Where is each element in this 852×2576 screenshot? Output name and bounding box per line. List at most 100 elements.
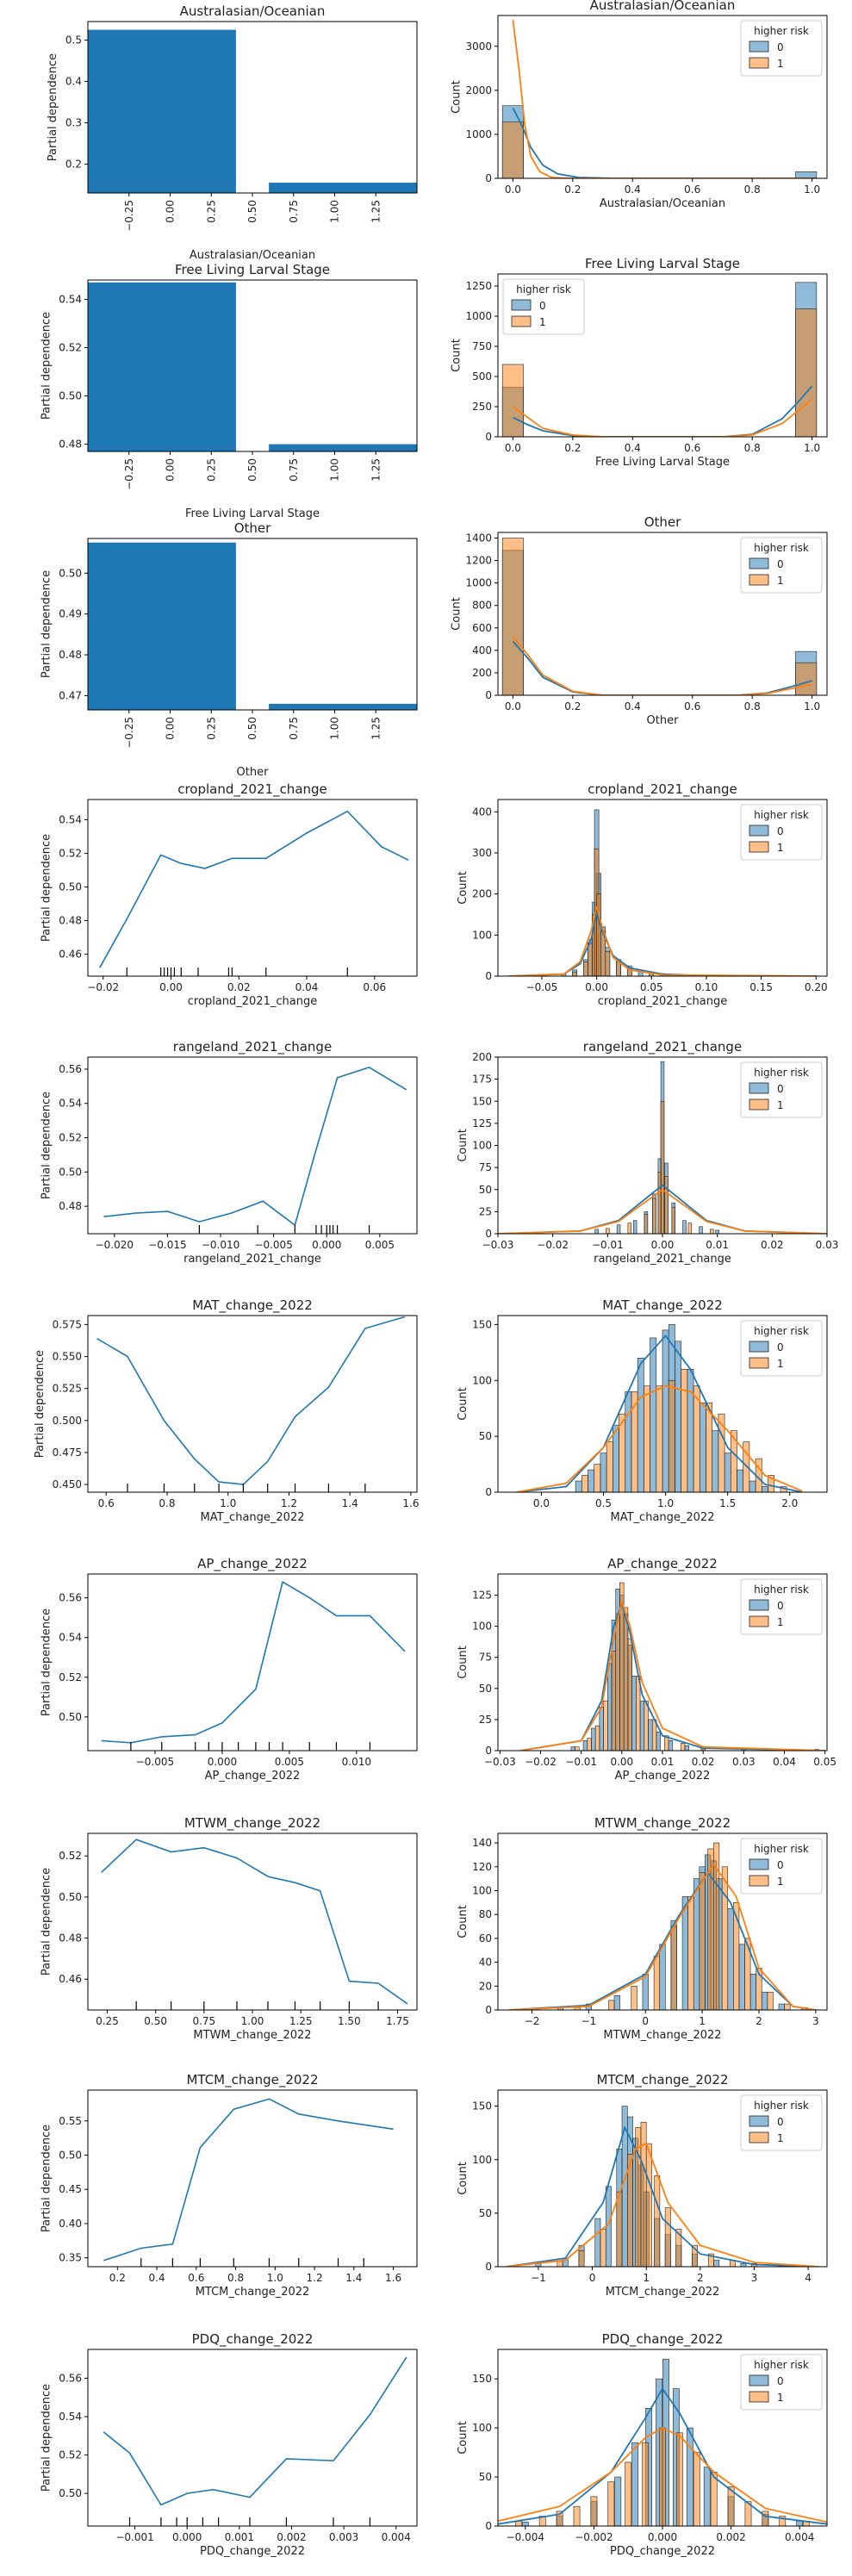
hist-bar-class-1-5: [670, 1926, 677, 2010]
x-tick-label: 1.00: [329, 717, 341, 740]
y-tick-label: 0.49: [59, 608, 82, 620]
x-tick-label: 0.02: [761, 1239, 784, 1251]
y-axis-label: Count: [457, 1646, 470, 1679]
y-tick-label: 150: [472, 2100, 492, 2112]
x-tick-label: 1: [699, 2015, 706, 2027]
hist-bar-class-0-13: [648, 1719, 653, 1751]
x-tick-label: −0.01: [565, 1756, 597, 1768]
hist-bar-class-1-2: [587, 1738, 592, 1751]
y-axis-label: Count: [457, 2421, 470, 2455]
chart-title: Free Living Larval Stage: [175, 262, 330, 277]
hist-bar-class-0-12: [639, 1700, 645, 1751]
y-tick-label: 1200: [465, 555, 492, 567]
y-tick-label: 0.35: [59, 2252, 82, 2264]
panel-2: 0.0 0.2 0.4 0.6 0.8 1.0 0 1000 2000 3000 Australas…: [451, 0, 828, 210]
hist-bar-class-1-4: [573, 2505, 581, 2526]
x-tick-label: 1.25: [370, 717, 382, 740]
y-tick-label: 300: [472, 847, 492, 859]
hist-bar-class-1-9: [654, 2175, 661, 2267]
x-tick-label: 0.00: [165, 717, 177, 740]
x-tick-label: 0.25: [96, 2015, 119, 2027]
x-tick-label: 0.4: [149, 2272, 165, 2284]
panel-7: −0.02 0.00 0.02 0.04 0.06 0.46 0.48 0.50 0.52 0.5…: [40, 781, 418, 1008]
x-tick-label: 0.0: [505, 442, 521, 454]
y-tick-label: 0.500: [53, 1415, 82, 1427]
y-tick-label: 0.5: [65, 34, 82, 47]
hist-bar-class-0-12: [715, 1229, 719, 1234]
hist-bar-class-1-1: [581, 1475, 588, 1492]
legend-label-1: 1: [777, 2132, 784, 2144]
x-tick-label: 0.03: [816, 1239, 839, 1251]
x-tick-label: 0.0: [505, 700, 521, 712]
x-tick-label: 1.25: [289, 2015, 313, 2027]
legend-label-0: 0: [777, 825, 784, 837]
y-tick-label: 175: [472, 1073, 492, 1086]
panel-20: −0.004 −0.002 0.000 0.002 0.004 0 50 100 150 PDQ_…: [457, 2331, 828, 2558]
legend-label-1: 1: [777, 1099, 784, 1111]
kde-class-1: [512, 636, 812, 695]
pd-bar-2: [269, 703, 417, 710]
kde-class-1: [519, 1598, 825, 1751]
x-axis-label: Other: [647, 714, 680, 727]
legend-label-1: 1: [777, 2392, 784, 2404]
y-axis-label: Partial dependence: [40, 312, 53, 420]
x-tick-label: 1.4: [345, 2272, 362, 2284]
hist-bar-class-0-6: [637, 1358, 644, 1492]
x-tick-label: 0.010: [342, 1756, 371, 1768]
x-tick-label: 0.6: [684, 184, 700, 196]
x-tick-label: 2.0: [781, 1497, 798, 1509]
hist-bar-class-0-14: [656, 1732, 661, 1751]
chart-title: MTCM_change_2022: [186, 2072, 318, 2088]
x-tick-label: −0.004: [507, 2531, 544, 2543]
y-tick-label: 1400: [465, 532, 492, 544]
y-tick-label: 100: [472, 2422, 492, 2434]
y-tick-label: 0.4: [65, 76, 82, 88]
x-tick-label: 0.25: [205, 200, 217, 223]
x-tick-label: 0.8: [744, 184, 761, 196]
x-tick-label: 3: [812, 2015, 819, 2027]
x-tick-label: 1.5: [719, 1497, 736, 1509]
plot-area: [516, 1324, 803, 1492]
pd-line: [103, 1067, 407, 1227]
x-tick-label: −0.005: [136, 1756, 174, 1768]
axes-frame: [497, 1832, 828, 2011]
hist-bar-class-1-5: [631, 1391, 638, 1492]
y-tick-label: 0.55: [59, 2115, 82, 2127]
legend-label-0: 0: [777, 558, 784, 570]
chart-title: PDQ_change_2022: [192, 2331, 314, 2348]
pd-line: [99, 810, 409, 968]
x-axis-label: PDQ_change_2022: [200, 2545, 305, 2558]
hist-bar-class-1-14: [767, 1991, 774, 2010]
y-tick-label: 0.2: [65, 158, 82, 170]
hist-bar-class-1-12: [710, 2472, 718, 2526]
plot-area: [101, 1839, 408, 2010]
hist-bar-class-1-9: [687, 1223, 693, 1234]
y-axis-label: Count: [451, 80, 463, 114]
hist-bar-class-0-16: [761, 1991, 768, 2010]
hist-bar-class-0-16: [749, 1480, 756, 1492]
x-tick-label: 1.0: [804, 700, 820, 712]
y-tick-label: 20: [479, 1980, 492, 1992]
legend-label-0: 0: [777, 2116, 784, 2128]
hist-bar-class-0-3: [613, 1995, 620, 2010]
hist-bar-class-1-4: [652, 1198, 656, 1234]
hist-bar-class-0-2: [616, 1224, 621, 1234]
chart-title: rangeland_2021_change: [583, 1039, 742, 1055]
legend: higher risk 0 1: [740, 2354, 823, 2411]
x-tick-label: −0.03: [482, 1239, 514, 1251]
y-tick-label: 0: [485, 2261, 492, 2273]
hist-bar-class-1-7: [656, 1385, 663, 1492]
hist-bar-class-1-5: [590, 2496, 598, 2526]
x-tick-label: −0.005: [254, 1239, 292, 1251]
hist-bar-class-1-8: [605, 951, 611, 976]
hist-bar-class-1-15: [784, 2003, 791, 2010]
y-tick-label: 1000: [465, 310, 492, 322]
hist-bar-class-0-8: [662, 1329, 669, 1492]
legend-label-1: 1: [777, 1358, 784, 1370]
y-tick-label: 1000: [465, 577, 492, 589]
x-tick-label: 0.6: [188, 2272, 204, 2284]
x-tick-label: 1: [643, 2272, 650, 2284]
hist-bar-class-1-1: [501, 121, 524, 178]
hist-bar-class-0-2: [588, 1469, 595, 1492]
y-tick-label: 0.50: [59, 881, 82, 893]
